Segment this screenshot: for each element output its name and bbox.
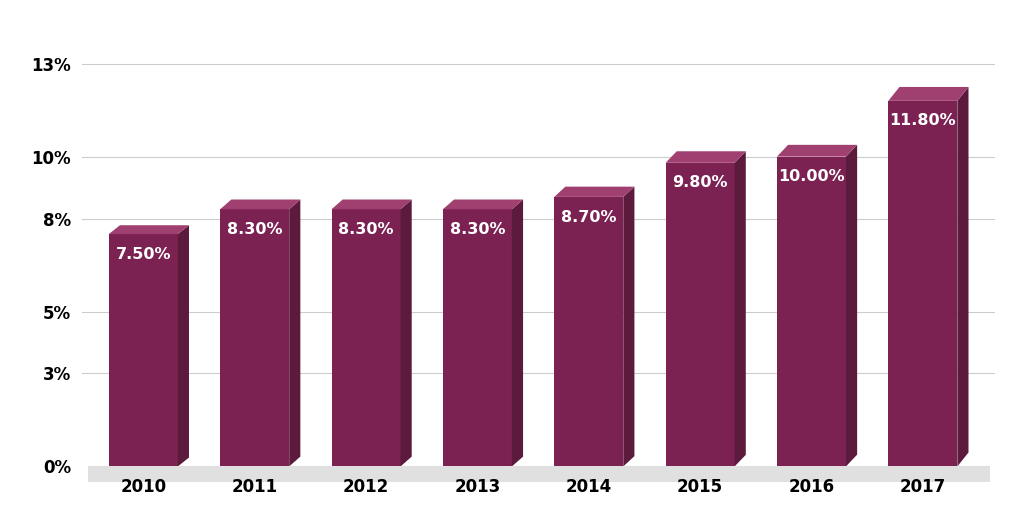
Polygon shape — [221, 199, 301, 209]
Text: 8.30%: 8.30% — [227, 222, 282, 237]
Bar — [554, 197, 623, 466]
Bar — [331, 209, 400, 466]
Text: 8.30%: 8.30% — [449, 222, 505, 237]
Polygon shape — [889, 87, 969, 101]
Polygon shape — [554, 187, 634, 197]
Polygon shape — [109, 225, 189, 234]
Text: 11.80%: 11.80% — [890, 113, 956, 128]
Bar — [666, 163, 735, 466]
Text: 7.50%: 7.50% — [116, 246, 171, 262]
Polygon shape — [666, 151, 746, 163]
Polygon shape — [735, 151, 746, 466]
Text: 8.70%: 8.70% — [561, 209, 617, 225]
Polygon shape — [331, 199, 411, 209]
Polygon shape — [289, 199, 301, 466]
Text: 9.80%: 9.80% — [672, 175, 727, 190]
Polygon shape — [177, 225, 189, 466]
Polygon shape — [777, 145, 857, 156]
Text: 8.30%: 8.30% — [339, 222, 394, 237]
Polygon shape — [623, 187, 634, 466]
Bar — [443, 209, 512, 466]
Bar — [109, 234, 177, 466]
Bar — [221, 209, 289, 466]
Polygon shape — [846, 145, 857, 466]
Polygon shape — [443, 199, 523, 209]
Polygon shape — [512, 199, 523, 466]
Polygon shape — [87, 466, 990, 482]
Bar — [777, 156, 846, 466]
Bar — [889, 101, 957, 466]
Polygon shape — [957, 87, 969, 466]
Polygon shape — [400, 199, 411, 466]
Text: 10.00%: 10.00% — [778, 169, 844, 184]
